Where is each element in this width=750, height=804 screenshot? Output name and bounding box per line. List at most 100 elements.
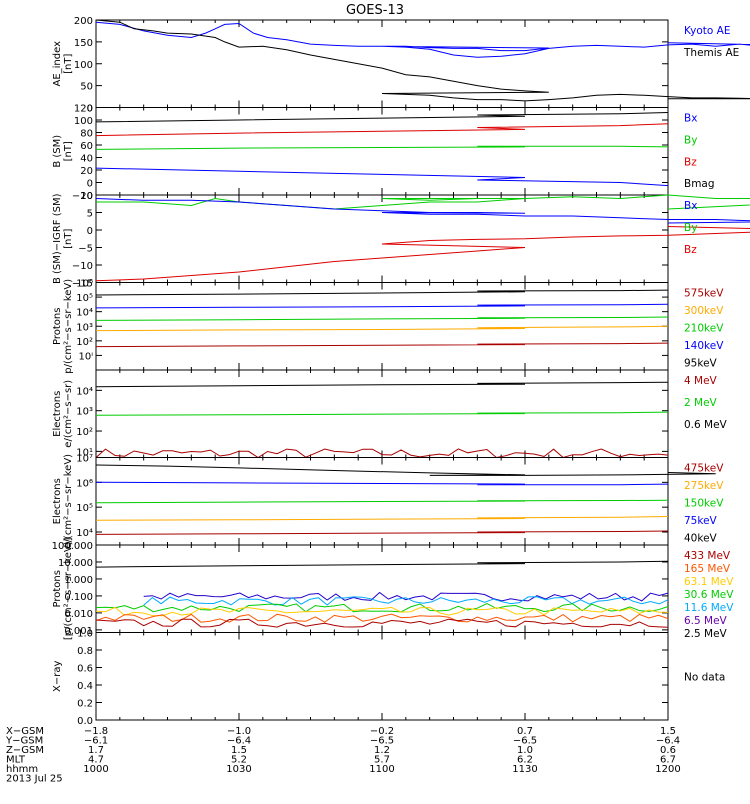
y-tick-label: 10⁶: [76, 478, 93, 489]
legend-label: 575keV: [684, 288, 724, 300]
legend-label: 30.6 MeV: [684, 589, 734, 601]
y-tick-label: 5: [87, 209, 93, 220]
footer-value: 1000: [83, 764, 108, 775]
series-line: [95, 603, 669, 613]
series-line: [95, 19, 750, 102]
legend-label: By: [684, 134, 697, 146]
legend-label: No data: [684, 671, 725, 683]
series-line: [95, 516, 669, 521]
y-tick-label: 0.8: [77, 646, 93, 657]
legend-label: 475keV: [684, 463, 724, 475]
y-tick-label: 120: [74, 104, 93, 115]
legend-label: 165 MeV: [684, 563, 731, 575]
footer-value: 1.2: [374, 745, 390, 756]
panel-protons: 10ⁱ 10² 10³ 10⁴ 10⁵ 10⁶ Protons p/(cm²−s−sr−keV…: [52, 279, 724, 374]
y-tick-label: 0.0: [77, 716, 93, 727]
series-line: [143, 596, 669, 606]
series-line: [95, 530, 669, 535]
footer-row-label: MLT: [6, 755, 26, 766]
footer-value: 5.2: [231, 755, 247, 766]
series-line: [95, 145, 669, 150]
y-tick-label: 10ⁱ: [78, 351, 93, 362]
footer-value: 6.7: [660, 755, 676, 766]
y-axis-label: Protons: [52, 570, 63, 607]
series-line: [95, 411, 669, 416]
footer-value: 4.7: [88, 755, 104, 766]
legend-label: 2 MeV: [684, 397, 718, 409]
y-tick-label: 10⁷: [76, 454, 93, 465]
series-line: [95, 21, 750, 58]
panel-frame: [95, 632, 669, 721]
footer-value: 1.5: [231, 745, 247, 756]
y-tick-label: 10³: [76, 322, 93, 333]
y-tick-label: 10⁶: [76, 279, 93, 290]
series-line: [95, 342, 669, 348]
series-line: [95, 167, 669, 187]
footer-value: 1.7: [88, 745, 104, 756]
legend-label: Bz: [684, 244, 697, 256]
y-axis-unit: [nT]: [63, 141, 74, 161]
y-axis-unit: [nT]: [63, 54, 74, 74]
y-tick-label: 10²: [76, 427, 93, 438]
panel-electrons2: 10⁴ 10⁵ 10⁶ 10⁷ Electrons e/(cm²−s−sr−keV) 475…: [52, 454, 724, 549]
series-line: [95, 112, 669, 123]
series-line: [95, 481, 669, 486]
y-axis-label: Electrons: [52, 478, 63, 524]
y-axis-label: AE_index: [52, 41, 63, 87]
series-line: [143, 591, 669, 602]
series-line: [95, 198, 750, 224]
footer-row-label: Z−GSM: [6, 745, 44, 756]
legend-label: Bx: [684, 200, 697, 212]
legend-label: 40keV: [684, 533, 718, 545]
series-line: [95, 499, 669, 504]
legend-label: 210keV: [684, 323, 724, 335]
legend-label: 4 MeV: [684, 375, 718, 387]
footer-value: 6.2: [517, 755, 533, 766]
footer-row-label: 2013 Jul 25: [6, 774, 63, 785]
footer-value: 1.5: [660, 726, 676, 737]
legend-label: 433 MeV: [684, 550, 731, 562]
footer-value: −6.5: [370, 736, 394, 747]
series-line: [95, 289, 669, 296]
series-line: [95, 123, 669, 137]
panel-frame: [95, 19, 669, 108]
footer-value: −6.5: [513, 736, 537, 747]
y-tick-label: −10: [72, 261, 93, 272]
footer-value: −1.0: [227, 726, 251, 737]
legend-label: 11.6 MeV: [684, 602, 734, 614]
legend-label: Bmag: [684, 178, 715, 190]
legend-label: 75keV: [684, 515, 718, 527]
y-tick-label: 1.0: [77, 629, 93, 640]
y-tick-label: 0: [87, 104, 93, 115]
legend-label: By: [684, 222, 697, 234]
y-tick-label: 50: [80, 82, 93, 93]
panel-ae: 0 50 100 150 200 AE_index [nT] Kyoto AE Themis A…: [52, 16, 750, 115]
legend-label: Kyoto AE: [684, 25, 730, 37]
y-tick-label: 200: [74, 16, 93, 27]
y-tick-label: 1.000: [64, 575, 93, 586]
footer-value: −1.8: [84, 726, 108, 737]
legend-label: 2.5 MeV: [684, 628, 728, 640]
footer-value: −6.4: [227, 736, 251, 747]
panel-bigrf: −15 −10 −5 0 5 10 B (SM)−IGRF (SM) [nT] Bx By Bz: [52, 191, 750, 290]
footer-value: 1130: [512, 764, 537, 775]
footer-row-label: X−GSM: [6, 726, 44, 737]
y-axis-unit: p/(cm²−s−sr−keV): [63, 279, 74, 374]
footer-value: 1100: [369, 764, 394, 775]
footer-value: −0.2: [370, 726, 394, 737]
footer-value: 0.6: [660, 745, 676, 756]
y-tick-label: 150: [74, 38, 93, 49]
y-tick-label: 10²: [76, 337, 93, 348]
y-tick-label: 40: [80, 154, 93, 165]
y-tick-label: 10⁵: [76, 293, 93, 304]
legend-label: 140keV: [684, 340, 724, 352]
series-line: [95, 464, 716, 476]
series-line: [95, 560, 669, 568]
y-tick-label: −20: [72, 191, 93, 202]
y-tick-label: 20: [80, 166, 93, 177]
y-tick-label: 10⁴: [76, 528, 93, 539]
y-axis-unit: e/(cm²−s−sr): [63, 380, 74, 448]
